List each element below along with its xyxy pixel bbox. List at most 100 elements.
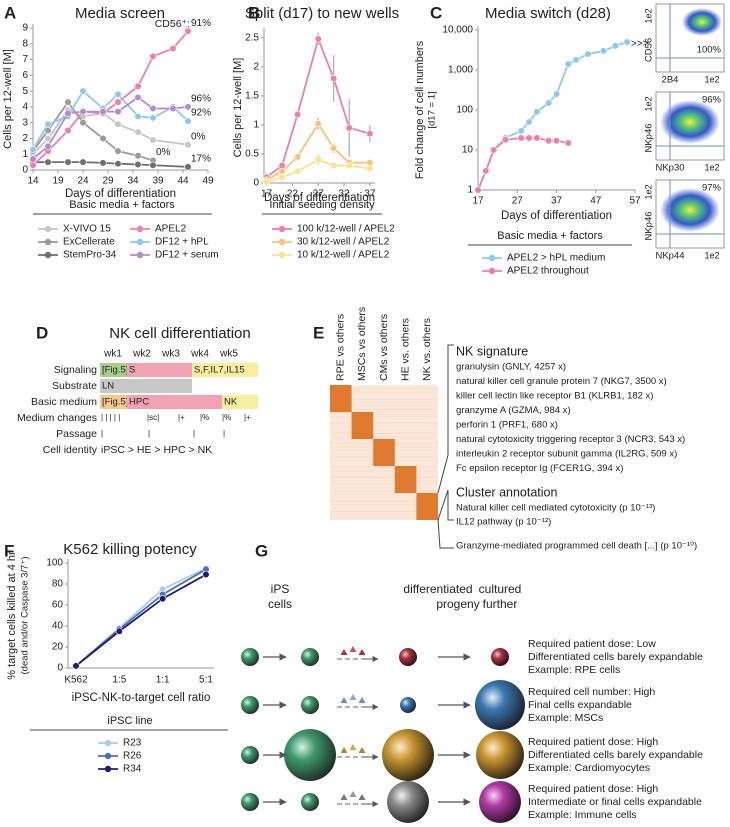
flow-x-label: NKp44 <box>655 251 684 262</box>
column-header: iPS <box>271 582 290 596</box>
y-tick-label: 0 <box>22 165 28 176</box>
row-label: Substrate <box>52 380 97 392</box>
column-label: HE vs. others <box>399 318 411 381</box>
data-point <box>533 108 541 116</box>
data-point <box>293 110 302 119</box>
week-label: wk5 <box>219 349 238 360</box>
segment-label: [Fig.5] <box>102 397 128 408</box>
data-point <box>330 161 338 170</box>
row-label: Passage <box>56 428 97 440</box>
data-point <box>149 114 157 122</box>
row-description: Differentiated cells barely expandable <box>528 749 703 761</box>
segment-label: HPC <box>129 397 149 408</box>
data-point <box>99 134 107 143</box>
medium-change: |sc| <box>147 413 159 422</box>
legend-label: R26 <box>123 751 142 762</box>
medium-change: | | | | | <box>101 413 120 422</box>
flow-y-tick: 1e2 <box>643 8 653 23</box>
factor-icon <box>349 694 357 700</box>
segment-label: S,F,IL7,IL15 <box>194 365 245 376</box>
data-point <box>545 99 553 107</box>
x-tick-label: 5:1 <box>199 675 213 686</box>
data-point <box>184 103 192 111</box>
x-tick-label: 1:5 <box>112 675 126 686</box>
legend-marker <box>44 251 52 259</box>
y-axis-title: Fold change of cell numbers <box>414 40 426 179</box>
column-label: RPE vs others <box>335 314 347 381</box>
cell-identity: iPSC > HE > HPC > NK <box>101 444 212 456</box>
flow-cloud <box>660 188 720 232</box>
row-label: Medium changes <box>17 412 97 424</box>
x-tick-label: 47 <box>590 196 602 207</box>
flow-y-tick: 1e2 <box>643 96 653 111</box>
x-tick-label: 14 <box>27 176 39 187</box>
end-label: 96% <box>191 94 211 105</box>
factor-icon <box>358 747 366 753</box>
row-description: Example: RPE cells <box>528 664 620 676</box>
timeline-segment <box>100 395 127 409</box>
data-point <box>517 134 525 142</box>
legend-marker <box>136 251 144 259</box>
heatmap-stripe <box>330 466 438 468</box>
data-point <box>623 38 631 46</box>
x-tick-label: 44 <box>177 176 189 187</box>
factor-icon <box>349 646 357 652</box>
data-point <box>149 52 157 61</box>
data-point <box>184 141 192 149</box>
heatmap-stripe <box>330 476 438 478</box>
flow-y-tick: 1e2 <box>643 184 653 199</box>
cell-sphere <box>284 729 336 781</box>
column-header: cells <box>268 597 292 611</box>
factor-icon <box>349 744 357 750</box>
legend-marker <box>488 254 496 262</box>
heatmap-stripe <box>330 391 438 393</box>
y-tick-label: 3 <box>22 117 28 128</box>
x-axis-title: iPSC-NK-to-target cell ratio <box>72 692 211 704</box>
panel-label: F <box>4 541 14 560</box>
x-tick-label: 37 <box>364 189 376 200</box>
row-label: Cell identity <box>43 444 98 456</box>
data-point <box>79 158 87 166</box>
x-tick-label: 32 <box>338 189 350 200</box>
heatmap-stripe <box>330 504 438 506</box>
legend-label: APEL2 > hPL medium <box>507 253 605 264</box>
row-description: Example: MSCs <box>528 712 603 724</box>
data-point <box>134 112 142 120</box>
timeline-segment <box>222 395 258 409</box>
chart-title: K562 killing potency <box>63 541 197 558</box>
row-description: Example: Cardiomyocytes <box>528 762 650 774</box>
data-point <box>114 98 122 106</box>
legend-label: X-VIVO 15 <box>63 224 111 235</box>
row-description: Differentiated cells barely expandable <box>528 651 703 663</box>
cell-sphere <box>241 793 259 811</box>
y-tick-label: 2 <box>22 133 28 144</box>
heatmap-stripe <box>330 517 438 519</box>
data-point <box>533 134 541 142</box>
data-point <box>314 120 322 128</box>
x-tick-label: 39 <box>152 176 164 187</box>
flow-x-tick: 1e2 <box>704 74 719 84</box>
y-tick-label: 10 <box>462 145 474 156</box>
heatmap-stripe <box>330 408 438 410</box>
legend-marker <box>44 225 52 233</box>
signature-title: NK signature <box>456 344 528 358</box>
legend-label: APEL2 throughout <box>507 266 589 277</box>
signature-gene: granzyme A (GZMA, 984 x) <box>456 405 571 416</box>
y-tick-label: 6 <box>22 70 28 81</box>
heatmap-stripe <box>330 470 438 472</box>
y-axis-title: Cells per 12-well [M] <box>232 58 244 158</box>
x-tick-label: 27 <box>512 196 524 207</box>
factor-icon <box>358 649 366 655</box>
medium-change: |+ <box>178 413 185 422</box>
data-point <box>64 98 72 106</box>
data-point <box>44 142 52 150</box>
flow-y-label: CD56 <box>644 38 655 62</box>
heatmap-stripe <box>330 405 438 407</box>
legend-label: DF12 + hPL <box>155 237 209 248</box>
data-point <box>114 120 122 128</box>
data-point <box>552 90 561 98</box>
row-description: Example: Immune cells <box>528 809 637 821</box>
heatmap-block <box>416 493 438 520</box>
x-tick-label: 34 <box>127 176 139 187</box>
